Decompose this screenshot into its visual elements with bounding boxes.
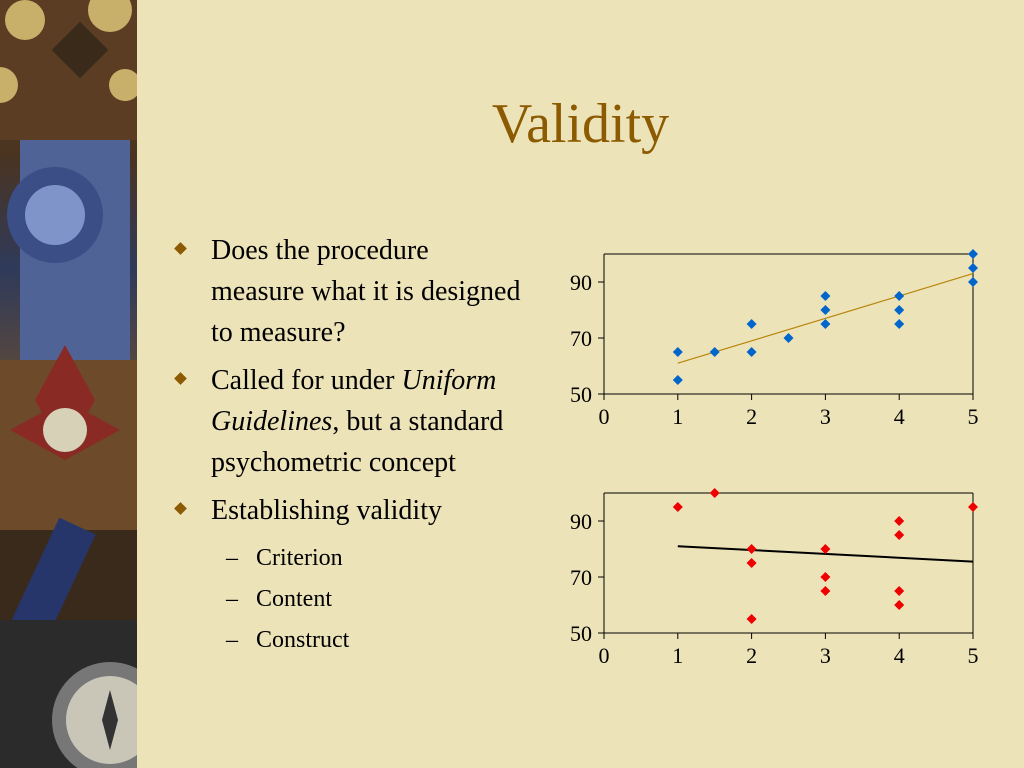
y-tick-label: 50 [570, 382, 592, 407]
data-point [894, 319, 905, 329]
diamond-bullet-icon [174, 502, 187, 515]
data-point [820, 544, 831, 554]
data-point [968, 263, 978, 273]
y-tick-label: 90 [570, 509, 592, 534]
data-point [894, 291, 905, 301]
x-tick-label: 0 [599, 404, 610, 429]
x-tick-label: 0 [599, 643, 610, 668]
data-point [968, 277, 978, 287]
trendline [677, 545, 974, 563]
data-point [709, 347, 720, 357]
decorative-medal-image [0, 0, 137, 768]
sub-bullet-text: Content [256, 586, 332, 612]
sub-bullet-text: Criterion [256, 545, 343, 571]
dash-bullet-icon: – [226, 586, 238, 612]
x-tick-label: 4 [894, 643, 905, 668]
y-tick-label: 70 [570, 565, 592, 590]
dash-bullet-icon: – [226, 627, 238, 653]
y-tick-label: 90 [570, 270, 592, 295]
data-point [672, 347, 683, 357]
data-point [820, 572, 831, 582]
bullet-italic-text: Uniform Guidelines [211, 365, 497, 437]
data-point [894, 305, 905, 315]
sub-bullet-item: – Criterion [176, 538, 521, 579]
data-point [820, 305, 831, 315]
dash-bullet-icon: – [226, 545, 238, 571]
data-point [820, 319, 831, 329]
data-point [894, 530, 905, 540]
x-tick-label: 2 [746, 404, 757, 429]
sub-bullet-text: Construct [256, 627, 350, 653]
data-point [746, 319, 757, 329]
data-point [968, 249, 978, 259]
sub-bullet-item: – Construct [176, 620, 521, 661]
x-tick-label: 3 [820, 404, 831, 429]
data-point [746, 558, 757, 568]
bullet-text: Does the procedure measure what it is de… [211, 235, 521, 348]
data-point [894, 586, 905, 596]
diamond-bullet-icon [174, 242, 187, 255]
data-point [968, 502, 978, 512]
bullet-text: Establishing validity [211, 495, 442, 526]
x-tick-label: 2 [746, 643, 757, 668]
data-point [894, 516, 905, 526]
data-point [783, 333, 794, 343]
bullet-text: Called for under [211, 365, 402, 396]
data-point [894, 600, 905, 610]
x-tick-label: 5 [968, 404, 979, 429]
data-point [820, 291, 831, 301]
slide-title: Validity [491, 93, 670, 155]
data-point [672, 502, 683, 512]
data-point [746, 347, 757, 357]
data-point [746, 544, 757, 554]
sub-bullet-item: – Content [176, 579, 521, 620]
bullet-item: Does the procedure measure what it is de… [174, 230, 521, 353]
x-tick-label: 4 [894, 404, 905, 429]
data-point [820, 586, 831, 596]
x-tick-label: 1 [672, 643, 683, 668]
x-tick-label: 1 [672, 404, 683, 429]
data-point [746, 614, 757, 624]
bullet-text: , but a standard psychometric concept [211, 406, 504, 478]
data-point [709, 488, 720, 498]
bullet-item: Establishing validity [174, 490, 521, 531]
trendline [677, 273, 974, 364]
data-point [672, 375, 683, 385]
bullet-item: Called for under Uniform Guidelines, but… [174, 360, 521, 483]
bullet-list: Does the procedure measure what it is de… [174, 230, 521, 661]
y-tick-label: 50 [570, 621, 592, 646]
x-tick-label: 5 [968, 643, 979, 668]
y-tick-label: 70 [570, 326, 592, 351]
diamond-bullet-icon [174, 372, 187, 385]
x-tick-label: 3 [820, 643, 831, 668]
